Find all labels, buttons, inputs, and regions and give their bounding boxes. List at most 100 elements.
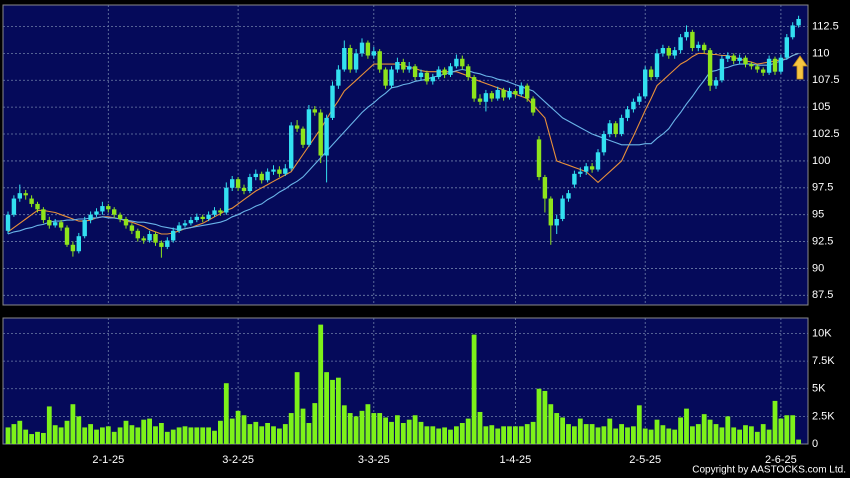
y-tick-label: 107.5 [812, 74, 840, 86]
volume-bar [690, 426, 695, 444]
volume-bar [583, 424, 589, 444]
volume-bar [100, 427, 105, 444]
volume-bar [731, 427, 737, 444]
candle-body [112, 209, 117, 215]
volume-bar [188, 427, 194, 444]
candle-body [690, 31, 695, 49]
volume-bar [713, 424, 719, 444]
volume-bar [719, 427, 725, 444]
candle-body [460, 58, 465, 67]
candle-body [448, 66, 453, 75]
candle-body [725, 55, 730, 59]
candle-body [536, 139, 542, 178]
candle-body [696, 44, 701, 49]
candle-body [796, 18, 801, 26]
candle-body [772, 58, 778, 72]
volume-bar [229, 418, 235, 444]
candle-body [53, 222, 58, 226]
y-tick-label: 102.5 [812, 128, 840, 140]
volume-bar [513, 426, 518, 444]
y-tick-label: 110 [812, 47, 830, 59]
candle-body [330, 85, 335, 118]
volume-bar [235, 410, 241, 444]
candle-body [566, 193, 571, 199]
candle-body [654, 53, 660, 78]
candle-body [584, 166, 589, 172]
candle-body [643, 69, 648, 97]
volume-bar [400, 423, 406, 444]
candle-body [206, 214, 211, 219]
candle-body [607, 123, 612, 135]
candle-body [265, 171, 270, 181]
candle-body [135, 230, 140, 239]
volume-bar [135, 427, 141, 444]
average-line [7, 52, 799, 235]
candle-body [11, 198, 17, 215]
volume-bar [501, 426, 506, 444]
volume-bar [412, 415, 418, 444]
volume-bar [5, 427, 11, 444]
volume-bar [300, 408, 306, 444]
volume-bar [147, 418, 152, 444]
volume-bar [371, 413, 377, 444]
volume-bar [82, 427, 88, 444]
volume-bar [577, 418, 583, 444]
volume-bar [619, 424, 624, 444]
volume-bar [52, 425, 58, 444]
candle-body [324, 117, 329, 156]
candle-body [595, 152, 601, 170]
candle-body [554, 218, 559, 226]
candle-body [589, 166, 595, 170]
volume-bar [454, 426, 459, 444]
volume-bar [784, 415, 790, 444]
candle-body [253, 173, 258, 178]
candle-body [542, 177, 548, 199]
candle-body [353, 53, 359, 70]
candle-body [766, 58, 772, 73]
candle-body [29, 198, 34, 204]
candle-body [684, 31, 689, 38]
candle-body [761, 69, 766, 73]
y-tick-label: 5K [812, 383, 826, 395]
candle-body [442, 69, 447, 75]
volume-bar [347, 413, 353, 444]
candle-body [755, 66, 760, 70]
candle-body [790, 25, 795, 38]
candle-body [147, 234, 152, 241]
volume-bar [648, 429, 654, 444]
volume-bar [766, 429, 772, 444]
y-tick-label: 7.5K [812, 355, 835, 367]
y-tick-label: 100 [812, 155, 830, 167]
volume-bar [318, 324, 324, 444]
copyright: Copyright by AASTOCKS.com Ltd. [692, 465, 846, 476]
volume-bar [111, 431, 117, 444]
candle-body [613, 123, 618, 135]
candle-body [672, 50, 677, 56]
volume-bar [88, 424, 93, 444]
volume-bar [666, 428, 672, 444]
volume-bar [194, 427, 200, 444]
candle-body [513, 91, 518, 95]
volume-bar [241, 415, 247, 444]
candle-body [159, 242, 164, 247]
candle-body [182, 223, 188, 226]
candle-body [224, 187, 229, 213]
candle-body [76, 236, 81, 252]
candle-body [5, 214, 11, 231]
candle-body [619, 117, 624, 135]
candle-body [430, 77, 435, 82]
candle-body [271, 169, 276, 172]
volume-bar [218, 420, 223, 444]
price-panel [2, 4, 809, 306]
volume-bar [365, 404, 371, 444]
volume-bar [117, 427, 123, 444]
candle-body [560, 198, 565, 219]
candle-body [342, 48, 347, 70]
volume-bar [341, 405, 347, 444]
candle-body [318, 112, 323, 156]
candle-body [530, 98, 536, 113]
volume-bar [64, 420, 70, 444]
volume-bar [129, 425, 135, 444]
x-tick-label: 2-5-25 [629, 454, 661, 466]
candle-body [519, 85, 524, 95]
